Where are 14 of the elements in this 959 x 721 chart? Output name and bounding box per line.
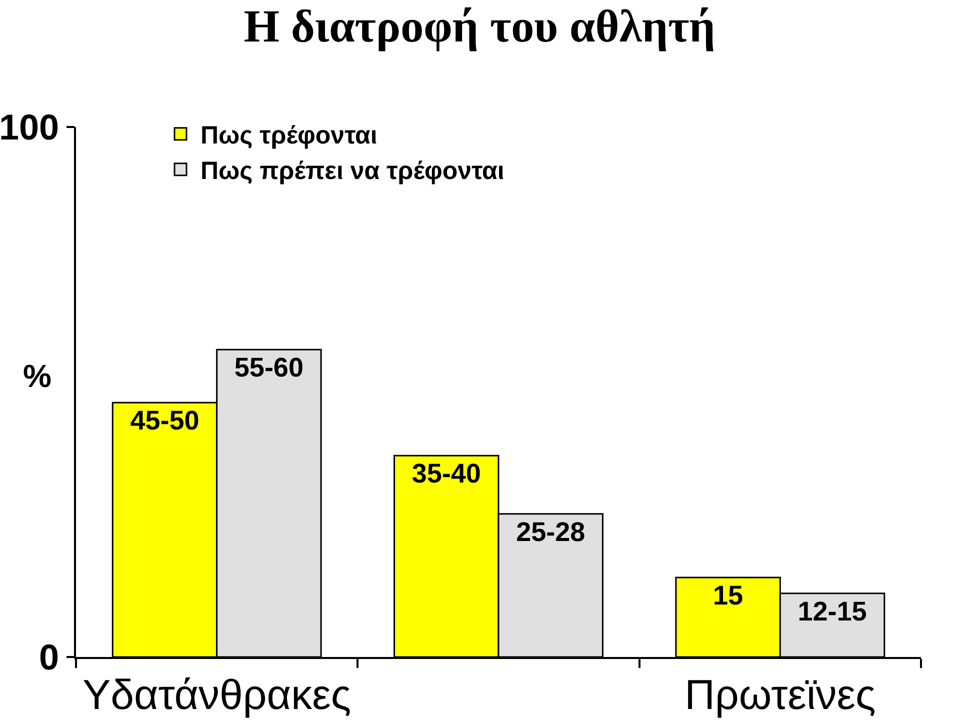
- x-tick-label: Πρωτεϊνες: [684, 671, 876, 718]
- data-label: 12-15: [798, 596, 867, 626]
- legend-label: Πως πρέπει να τρέφονται: [200, 157, 504, 186]
- legend-label: Πως τρέφονται: [200, 122, 378, 150]
- x-tick-label: Υδατάνθρακες: [82, 671, 352, 718]
- data-label: 55-60: [234, 352, 304, 383]
- y-tick-label: 0: [39, 636, 60, 678]
- data-label: 15: [713, 580, 744, 610]
- data-label: 45-50: [130, 406, 200, 436]
- y-axis-title: %: [23, 358, 52, 394]
- data-label: 25-28: [516, 516, 586, 547]
- chart-title: Η διατροφή του αθλητή: [244, 0, 716, 52]
- data-label: 35-40: [412, 458, 481, 489]
- y-tick-label: 100: [0, 106, 60, 148]
